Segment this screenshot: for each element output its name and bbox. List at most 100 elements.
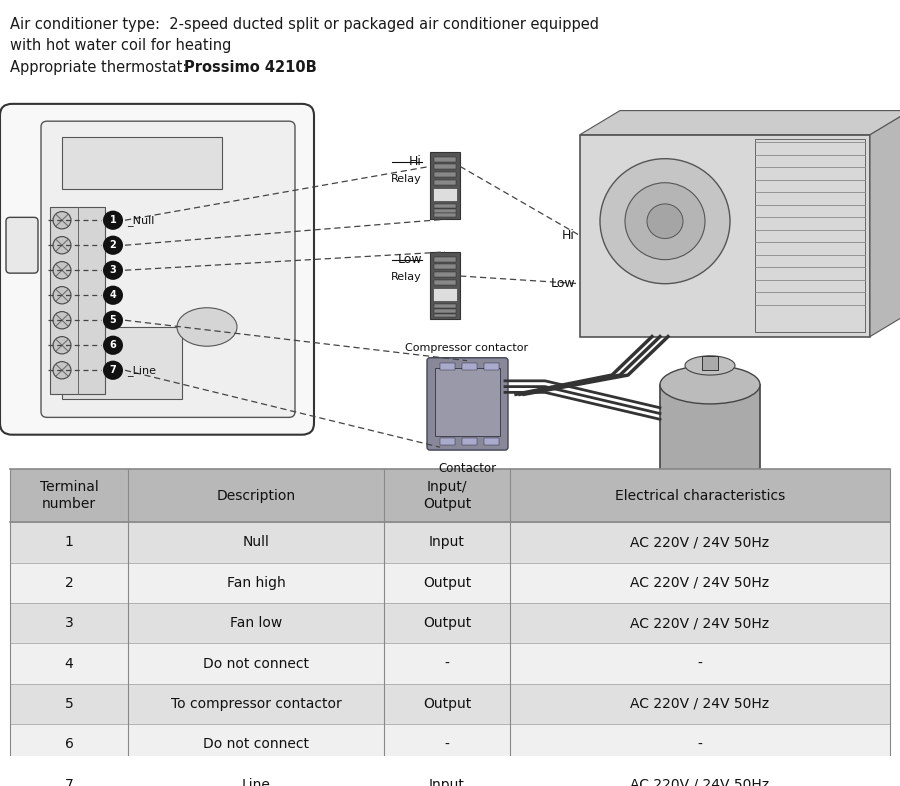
Bar (440, 438, 455, 446)
Bar (10, 469, 890, 522)
Text: Contactor: Contactor (438, 461, 496, 475)
Text: Air conditioner type:  2-speed ducted split or packaged air conditioner equipped: Air conditioner type: 2-speed ducted spl… (10, 17, 599, 32)
Text: Do not connect: Do not connect (203, 737, 309, 751)
Text: _Line: _Line (127, 365, 156, 376)
Bar (10, 684, 890, 724)
Text: 3: 3 (65, 616, 74, 630)
Text: Fan low: Fan low (230, 616, 282, 630)
Text: Hi: Hi (410, 155, 422, 168)
Bar (755, 139, 865, 332)
Text: Output: Output (423, 616, 471, 630)
Text: Output: Output (423, 576, 471, 590)
Text: Input: Input (429, 778, 465, 786)
Bar (430, 252, 460, 319)
Bar (10, 522, 890, 563)
Circle shape (103, 285, 123, 305)
Polygon shape (870, 111, 900, 336)
Bar (434, 304, 456, 308)
Text: 2: 2 (110, 241, 116, 250)
Text: Output: Output (423, 697, 471, 711)
Ellipse shape (685, 356, 735, 375)
Bar (10, 644, 890, 684)
FancyBboxPatch shape (0, 104, 314, 435)
Bar (434, 209, 456, 212)
Bar (580, 134, 870, 336)
Bar (434, 257, 456, 262)
Circle shape (647, 204, 683, 238)
Text: Compressor contactor: Compressor contactor (405, 343, 528, 353)
Bar (10, 603, 890, 644)
Bar (484, 438, 499, 446)
FancyBboxPatch shape (41, 121, 295, 417)
Text: with hot water coil for heating: with hot water coil for heating (10, 39, 231, 53)
Circle shape (53, 311, 71, 329)
Bar (434, 164, 456, 169)
Text: Null: Null (243, 535, 269, 549)
Circle shape (53, 287, 71, 304)
Circle shape (103, 310, 123, 330)
Text: 4: 4 (110, 290, 116, 300)
Circle shape (103, 211, 123, 230)
Circle shape (53, 211, 71, 229)
Text: 1: 1 (65, 535, 74, 549)
Bar (440, 362, 455, 370)
Text: AC 220V / 24V 50Hz: AC 220V / 24V 50Hz (630, 778, 770, 786)
Bar (434, 272, 456, 277)
Circle shape (625, 182, 705, 259)
Bar (462, 438, 477, 446)
Text: -: - (698, 737, 702, 751)
Text: -: - (698, 656, 702, 670)
Ellipse shape (660, 365, 760, 404)
Text: 1: 1 (110, 215, 116, 226)
Text: Relay: Relay (392, 174, 422, 184)
Bar (435, 369, 500, 435)
Text: Description: Description (216, 489, 295, 503)
Bar (434, 180, 456, 185)
Text: AC 220V / 24V 50Hz: AC 220V / 24V 50Hz (630, 535, 770, 549)
Text: Fan high: Fan high (227, 576, 285, 590)
Bar (484, 362, 499, 370)
Text: 5: 5 (110, 315, 116, 325)
Bar (10, 724, 890, 765)
Circle shape (600, 159, 730, 284)
Text: 6: 6 (110, 340, 116, 351)
Circle shape (103, 336, 123, 354)
Bar (430, 152, 460, 219)
Bar (660, 384, 760, 529)
Circle shape (53, 262, 71, 279)
Text: Appropriate thermostat:: Appropriate thermostat: (10, 60, 192, 75)
Bar (62, 137, 222, 189)
Bar (434, 314, 456, 318)
Text: 6: 6 (65, 737, 74, 751)
FancyBboxPatch shape (6, 218, 38, 273)
Circle shape (103, 236, 123, 255)
Text: Prossimo 4210B: Prossimo 4210B (184, 60, 317, 75)
Circle shape (103, 361, 123, 380)
Text: AC 220V / 24V 50Hz: AC 220V / 24V 50Hz (630, 616, 770, 630)
Ellipse shape (660, 517, 760, 541)
Circle shape (53, 336, 71, 354)
Bar (434, 309, 456, 313)
Ellipse shape (177, 308, 237, 346)
Circle shape (53, 362, 71, 379)
Text: Do not connect: Do not connect (203, 656, 309, 670)
Text: 7: 7 (110, 365, 116, 375)
Bar (702, 356, 718, 370)
Text: 7: 7 (65, 778, 74, 786)
Bar (10, 563, 890, 603)
Bar (62, 327, 182, 399)
Text: Low: Low (398, 253, 422, 266)
Bar (434, 280, 456, 285)
Text: -: - (445, 656, 449, 670)
Text: Hi: Hi (562, 229, 575, 242)
Text: 5: 5 (65, 697, 74, 711)
Text: 4: 4 (65, 656, 74, 670)
Polygon shape (580, 111, 900, 134)
Bar (434, 172, 456, 177)
Text: AC 220V / 24V 50Hz: AC 220V / 24V 50Hz (630, 576, 770, 590)
Bar (434, 156, 456, 162)
Text: 2: 2 (65, 576, 74, 590)
Circle shape (103, 261, 123, 280)
Text: Electrical characteristics: Electrical characteristics (615, 489, 785, 503)
Text: Low: Low (551, 277, 575, 290)
